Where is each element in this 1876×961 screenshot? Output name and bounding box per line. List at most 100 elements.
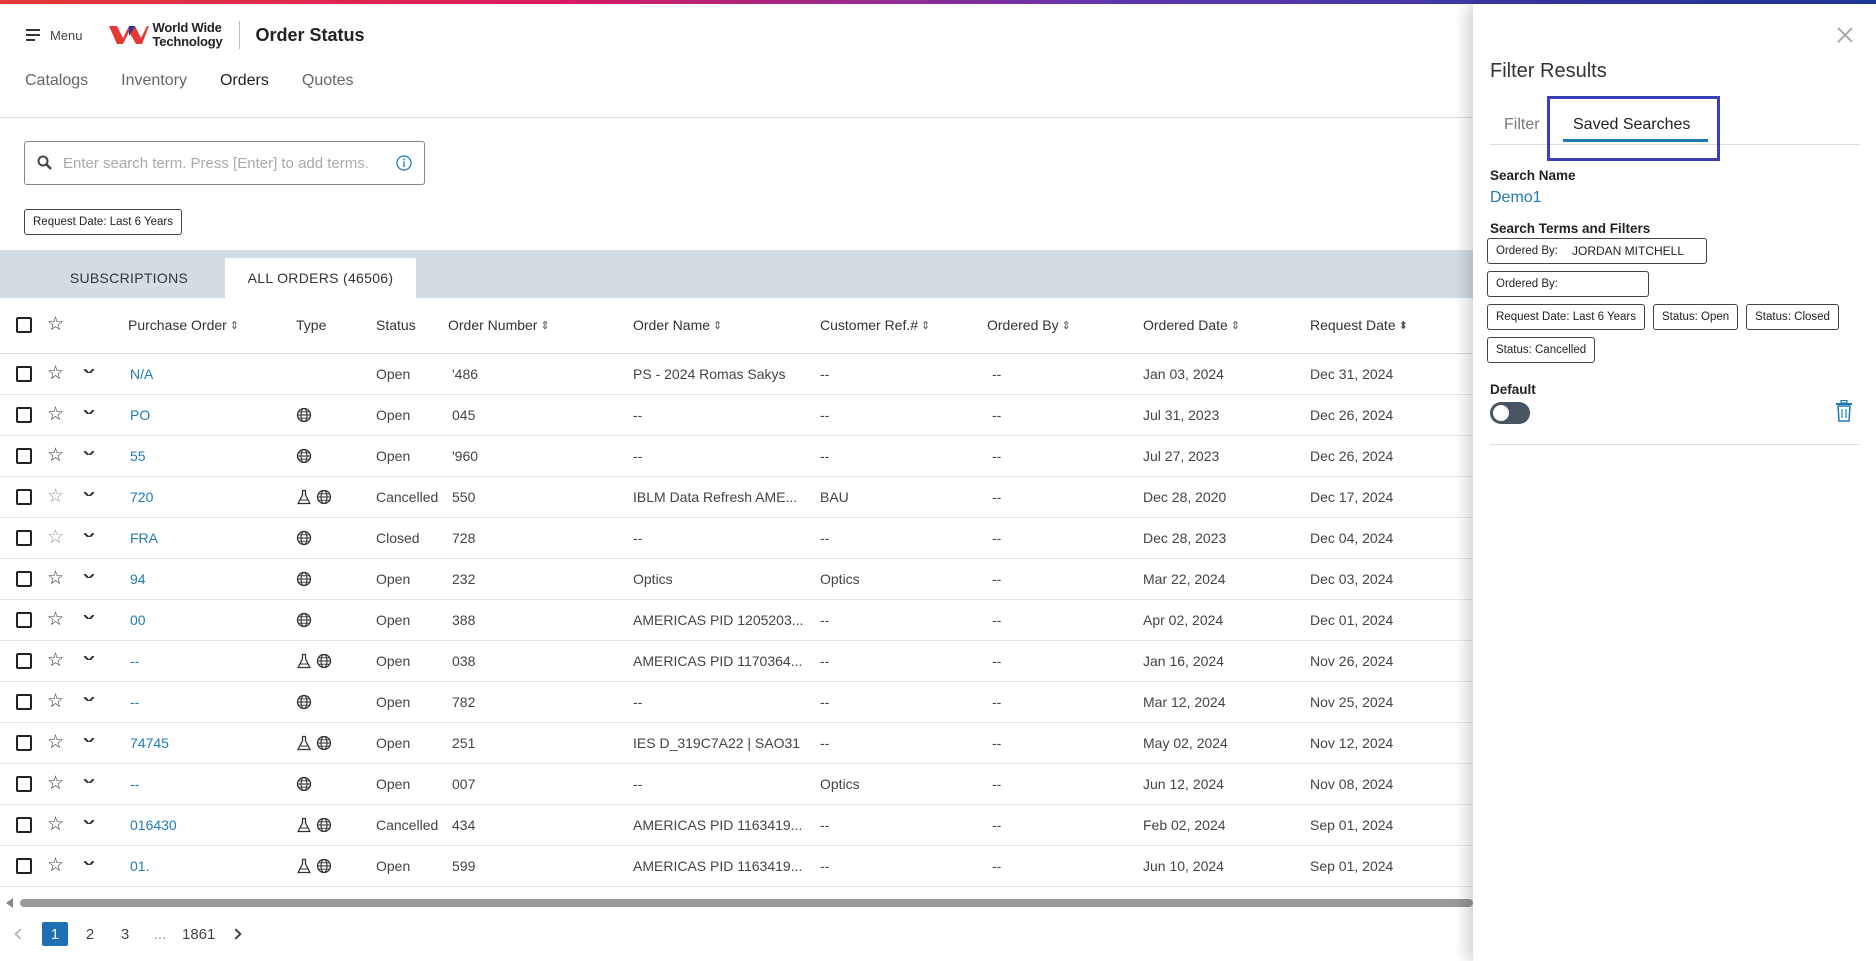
nav-item-quotes[interactable]: Quotes [301, 72, 354, 89]
row-checkbox[interactable] [16, 407, 32, 423]
expand-chevron-icon[interactable] [84, 656, 94, 660]
col-ordered-by[interactable]: Ordered By ⇕ [987, 317, 1071, 333]
purchase-order-link[interactable]: N/A [130, 366, 154, 382]
default-toggle[interactable] [1490, 402, 1530, 424]
expand-chevron-icon[interactable] [84, 369, 94, 373]
chip-status-open[interactable]: Status: Open [1653, 304, 1739, 330]
page-3[interactable]: 3 [120, 925, 130, 943]
table-row[interactable]: ☆ 94 Open 232 Optics Optics -- Mar 22, 2024 Dec … [0, 559, 1473, 600]
row-checkbox[interactable] [16, 817, 32, 833]
favorite-star-icon[interactable]: ☆ [47, 774, 65, 793]
table-row[interactable]: ☆ FRA Closed 728 -- -- -- Dec 28, 2023 Dec 04, 2… [0, 518, 1473, 559]
favorite-star-icon[interactable]: ☆ [47, 446, 65, 465]
expand-chevron-icon[interactable] [84, 533, 94, 537]
chip-status-closed[interactable]: Status: Closed [1746, 304, 1839, 330]
expand-chevron-icon[interactable] [84, 492, 94, 496]
scroll-left-icon[interactable] [6, 898, 13, 908]
table-row[interactable]: ☆ PO Open 045 -- -- -- Jul 31, 2023 Dec 26, 2024 [0, 395, 1473, 436]
purchase-order-link[interactable]: 01. [130, 858, 150, 874]
nav-item-inventory[interactable]: Inventory [121, 72, 187, 89]
nav-item-orders[interactable]: Orders [219, 72, 269, 89]
next-page-icon[interactable] [230, 928, 243, 940]
expand-chevron-icon[interactable] [84, 574, 94, 578]
tab-subscriptions[interactable]: SUBSCRIPTIONS [69, 270, 189, 286]
trash-icon[interactable] [1835, 400, 1853, 422]
expand-chevron-icon[interactable] [84, 738, 94, 742]
row-checkbox[interactable] [16, 735, 32, 751]
col-customer-ref[interactable]: Customer Ref.# ⇕ [820, 317, 930, 333]
search-name-value[interactable]: Demo1 [1490, 189, 1542, 206]
expand-chevron-icon[interactable] [84, 820, 94, 824]
purchase-order-link[interactable]: -- [130, 694, 140, 710]
favorite-star-icon[interactable]: ☆ [47, 569, 65, 588]
favorite-star-icon[interactable]: ☆ [47, 651, 65, 670]
page-2[interactable]: 2 [85, 925, 95, 943]
row-checkbox[interactable] [16, 448, 32, 464]
row-checkbox[interactable] [16, 366, 32, 382]
tab-all-orders[interactable]: ALL ORDERS (46506) [225, 258, 416, 298]
expand-chevron-icon[interactable] [84, 410, 94, 414]
nav-item-catalogs[interactable]: Catalogs [25, 72, 89, 89]
chip-ordered-by-empty[interactable]: Ordered By: [1487, 271, 1649, 297]
expand-chevron-icon[interactable] [84, 451, 94, 455]
purchase-order-link[interactable]: 94 [130, 571, 146, 587]
table-row[interactable]: ☆ 74745 Open 251 IES D_319C7A22 | SAO31 -- -- M… [0, 723, 1473, 764]
chip-ordered-by[interactable]: Ordered By: JORDAN MITCHELL [1487, 238, 1708, 264]
horizontal-scrollbar[interactable] [6, 898, 1473, 908]
expand-chevron-icon[interactable] [84, 779, 94, 783]
select-all-checkbox[interactable] [16, 317, 32, 333]
row-checkbox[interactable] [16, 571, 32, 587]
row-checkbox[interactable] [16, 858, 32, 874]
purchase-order-link[interactable]: 00 [130, 612, 146, 628]
favorite-star-icon[interactable]: ☆ [47, 692, 65, 711]
row-checkbox[interactable] [16, 530, 32, 546]
chip-status-cancelled[interactable]: Status: Cancelled [1487, 337, 1596, 363]
page-last[interactable]: 1861 [182, 925, 216, 943]
tab-saved-searches[interactable]: Saved Searches [1573, 116, 1691, 133]
row-checkbox[interactable] [16, 694, 32, 710]
row-checkbox[interactable] [16, 489, 32, 505]
scrollbar-thumb[interactable] [20, 899, 1473, 907]
expand-chevron-icon[interactable] [84, 861, 94, 865]
purchase-order-link[interactable]: FRA [130, 530, 158, 546]
purchase-order-link[interactable]: -- [130, 653, 140, 669]
chip-request-date[interactable]: Request Date: Last 6 Years [1487, 304, 1646, 330]
tab-filter[interactable]: Filter [1504, 116, 1540, 133]
info-icon[interactable] [396, 155, 412, 171]
menu-button[interactable]: Menu [26, 28, 83, 43]
purchase-order-link[interactable]: 74745 [130, 735, 169, 751]
table-row[interactable]: ☆ N/A Open '486 PS - 2024 Romas Sakys -- -- Jan… [0, 354, 1473, 395]
favorite-star-icon[interactable]: ☆ [47, 405, 65, 424]
purchase-order-link[interactable]: -- [130, 776, 140, 792]
table-row[interactable]: ☆ 720 Cancelled 550 IBLM Data Refresh AME...… [0, 477, 1473, 518]
search-input[interactable] [63, 154, 396, 172]
favorite-star-icon[interactable]: ☆ [47, 733, 65, 752]
purchase-order-link[interactable]: 720 [130, 489, 154, 505]
table-row[interactable]: ☆ -- Open 038 AMERICAS PID 1170364... -- -- Jan… [0, 641, 1473, 682]
col-order-name[interactable]: Order Name ⇕ [633, 317, 722, 333]
favorite-star-icon[interactable]: ☆ [47, 610, 65, 629]
table-row[interactable]: ☆ 55 Open '960 -- -- -- Jul 27, 2023 Dec 26, 202… [0, 436, 1473, 477]
page-1[interactable]: 1 [42, 922, 68, 946]
row-checkbox[interactable] [16, 612, 32, 628]
close-icon[interactable] [1836, 26, 1854, 44]
row-checkbox[interactable] [16, 653, 32, 669]
expand-chevron-icon[interactable] [84, 697, 94, 701]
favorite-star-icon[interactable]: ☆ [47, 856, 65, 875]
purchase-order-link[interactable]: 016430 [130, 817, 177, 833]
favorite-star-icon[interactable]: ☆ [47, 815, 65, 834]
wwt-logo[interactable]: World Wide Technology [108, 21, 223, 49]
table-row[interactable]: ☆ 01. Open 599 AMERICAS PID 1163419... -- -- Ju… [0, 846, 1473, 887]
purchase-order-link[interactable]: PO [130, 407, 151, 423]
table-row[interactable]: ☆ 016430 Cancelled 434 AMERICAS PID 1163419.… [0, 805, 1473, 846]
favorite-star-icon[interactable]: ☆ [47, 364, 65, 383]
col-ordered-date[interactable]: Ordered Date ⇕ [1143, 317, 1240, 333]
prev-page-icon[interactable] [14, 928, 26, 940]
table-row[interactable]: ☆ -- Open 782 -- -- -- Mar 12, 2024 Nov 25, 2024 [0, 682, 1473, 723]
col-purchase-order[interactable]: Purchase Order ⇕ [128, 317, 239, 333]
col-order-number[interactable]: Order Number ⇕ [448, 317, 550, 333]
purchase-order-link[interactable]: 55 [130, 448, 146, 464]
favorite-star-icon[interactable]: ☆ [47, 528, 65, 547]
expand-chevron-icon[interactable] [84, 615, 94, 619]
table-row[interactable]: ☆ 00 Open 388 AMERICAS PID 1205203... -- -- Apr… [0, 600, 1473, 641]
